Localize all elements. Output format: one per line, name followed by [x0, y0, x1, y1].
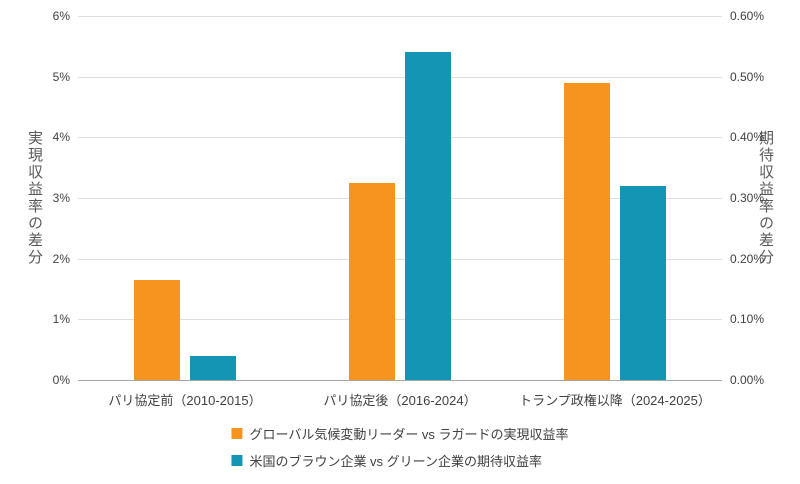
right-axis-tick: 0.50% [730, 70, 765, 84]
legend-item: 米国のブラウン企業 vs グリーン企業の期待収益率 [231, 451, 542, 470]
bar-teal [405, 52, 451, 380]
right-axis-tick: 0.10% [730, 312, 765, 326]
gridline [78, 380, 722, 381]
right-axis-tick: 0.40% [730, 130, 765, 144]
left-axis-tick: 2% [52, 252, 70, 266]
left-axis-tick: 3% [52, 191, 70, 205]
gridline [78, 259, 722, 260]
x-axis-label: パリ協定後（2016-2024） [323, 393, 477, 408]
right-axis-tick: 0.20% [730, 252, 765, 266]
left-axis-tick: 1% [52, 312, 70, 326]
right-axis-tick: 0.00% [730, 373, 765, 387]
left-axis-tick: 4% [52, 130, 70, 144]
gridline [78, 16, 722, 17]
x-axis-label: トランプ政権以降（2024-2025） [519, 393, 711, 408]
bar-orange [564, 83, 610, 380]
bar-orange [349, 183, 395, 380]
right-axis-tick: 0.30% [730, 191, 765, 205]
legend: グローバル気候変動リーダー vs ラガードの実現収益率 米国のブラウン企業 vs … [231, 424, 569, 470]
bar-orange [134, 280, 180, 380]
legend-item: グローバル気候変動リーダー vs ラガードの実現収益率 [231, 424, 569, 443]
left-axis-tick: 0% [52, 373, 70, 387]
bar-teal [620, 186, 666, 380]
gridline [78, 77, 722, 78]
gridline [78, 137, 722, 138]
bar-teal [190, 356, 236, 380]
legend-label: 米国のブラウン企業 vs グリーン企業の期待収益率 [249, 454, 543, 469]
left-axis-title: 実現収益率の差分 [26, 130, 43, 266]
right-axis-tick: 0.60% [730, 9, 765, 23]
right-axis-title: 期待収益率の差分 [757, 130, 774, 266]
legend-swatch-teal [231, 455, 243, 466]
left-axis-tick: 6% [52, 9, 70, 23]
legend-label: グローバル気候変動リーダー vs ラガードの実現収益率 [249, 427, 569, 442]
legend-swatch-orange [231, 428, 243, 439]
left-axis-tick: 5% [52, 70, 70, 84]
gridline [78, 198, 722, 199]
x-axis-label: パリ協定前（2010-2015） [108, 393, 262, 408]
gridline [78, 319, 722, 320]
